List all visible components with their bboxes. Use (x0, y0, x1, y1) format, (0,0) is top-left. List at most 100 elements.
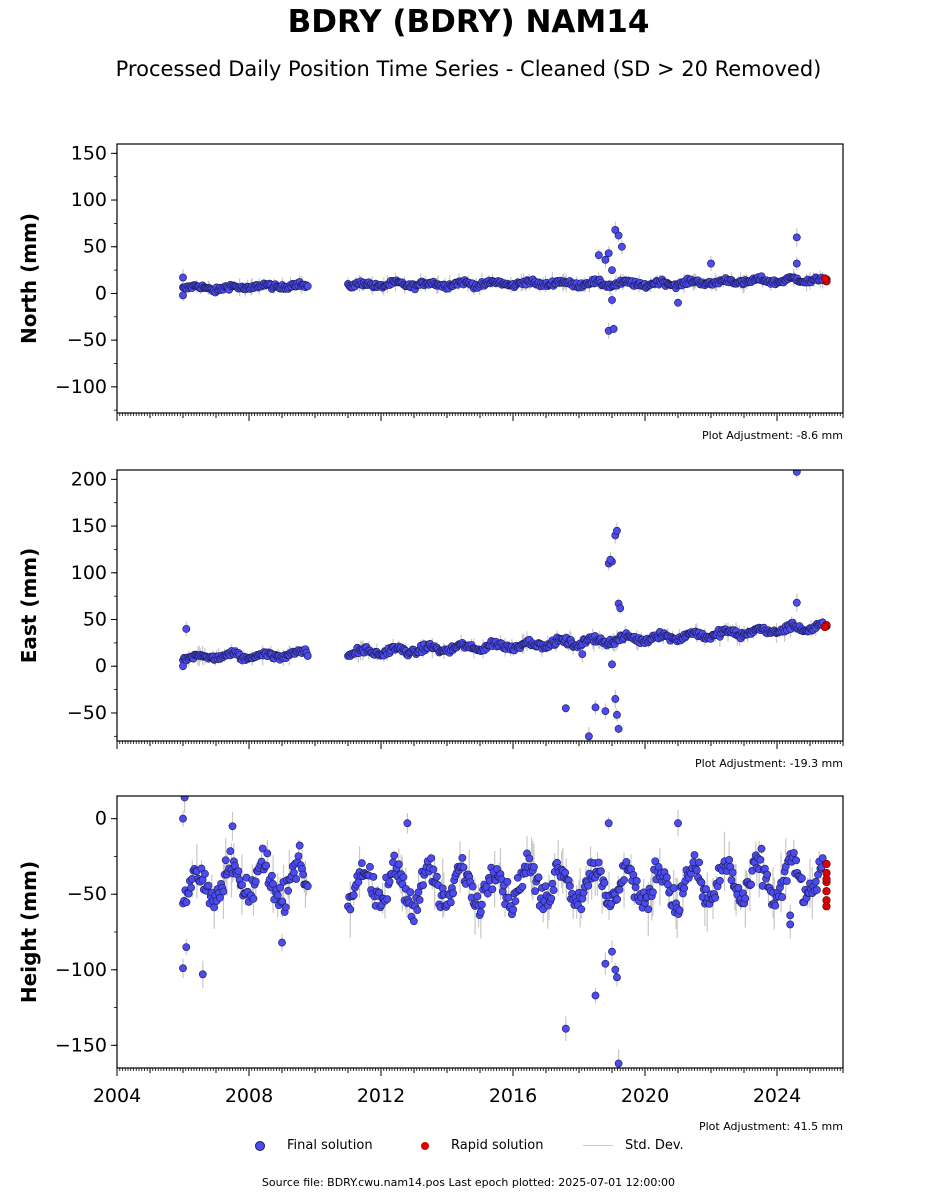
y-tick-label: −50 (67, 883, 107, 905)
final-point (813, 885, 821, 894)
rapid-points (820, 274, 831, 286)
final-point (518, 882, 527, 891)
final-point (613, 895, 622, 904)
final-point (547, 894, 556, 903)
final-point (409, 917, 418, 926)
final-point (798, 874, 806, 883)
outlier-point (179, 662, 187, 671)
final-point (413, 906, 422, 914)
final-point (620, 876, 628, 884)
final-point (534, 873, 543, 882)
final-point (756, 855, 765, 864)
final-point (783, 877, 791, 885)
x-tick-label: 2016 (489, 1085, 537, 1107)
outlier-point (792, 233, 801, 242)
final-point (478, 900, 486, 909)
final-point (449, 889, 458, 898)
rapid-points (820, 621, 831, 632)
final-point (577, 905, 586, 914)
outlier-point (611, 695, 620, 703)
final-point (680, 884, 689, 893)
final-point (509, 905, 518, 914)
final-point (187, 883, 195, 892)
outlier-point (674, 298, 682, 307)
final-points (179, 226, 827, 335)
final-point (394, 860, 403, 869)
final-point (818, 854, 827, 863)
y-tick-label: −50 (67, 702, 107, 724)
outlier-point (604, 819, 613, 828)
final-point (690, 851, 699, 859)
outlier-point (180, 796, 189, 802)
outlier-point (182, 943, 191, 952)
final-point (695, 858, 704, 867)
final-point (182, 898, 191, 907)
outlier-point (792, 598, 801, 607)
outlier-point (608, 266, 616, 274)
x-tick-label: 2008 (225, 1085, 273, 1107)
final-point (210, 903, 219, 912)
final-point (811, 877, 820, 886)
final-point (281, 903, 290, 912)
y-tick-label: 50 (83, 236, 107, 258)
outlier-point (608, 296, 616, 304)
final-point (757, 844, 766, 853)
y-axis-label: East (mm) (17, 548, 41, 664)
final-point (629, 870, 638, 879)
y-tick-label: −100 (55, 376, 107, 398)
final-point (433, 872, 441, 881)
final-point (419, 881, 427, 890)
final-point (747, 880, 755, 889)
final-point (349, 891, 358, 900)
plot-adjustment-label: Plot Adjustment: 41.5 mm (699, 1120, 843, 1133)
final-point (600, 878, 609, 887)
outlier-point (792, 259, 801, 268)
outlier-point (618, 242, 626, 251)
final-point (789, 848, 798, 857)
rapid-points (822, 859, 831, 911)
final-point (375, 888, 384, 897)
final-point (692, 866, 701, 875)
std-dev-bars (182, 796, 824, 1068)
final-point (303, 652, 312, 660)
final-point (631, 883, 640, 892)
outlier-point (578, 650, 587, 658)
final-point (303, 882, 312, 891)
final-point (511, 897, 520, 906)
final-point (530, 863, 538, 871)
outlier-point (614, 724, 623, 733)
outlier-point (613, 526, 621, 535)
legend-std-label: Std. Dev. (625, 1138, 684, 1153)
final-point (399, 873, 408, 882)
outlier-point (278, 938, 286, 947)
rapid-point (822, 859, 831, 869)
final-point (468, 882, 477, 891)
final-point (383, 895, 392, 904)
source-footer: Source file: BDRY.cwu.nam14.pos Last epo… (261, 1176, 676, 1189)
outlier-point (786, 911, 795, 920)
outlier-point (179, 291, 187, 300)
final-point (390, 851, 399, 860)
y-tick-label: −150 (55, 1034, 107, 1056)
legend-final-label: Final solution (287, 1138, 373, 1153)
outlier-point (601, 255, 610, 264)
east-panel: 200 150 100 50 0 −50 East (mm) Plot Adjustment:… (17, 468, 844, 770)
outlier-point (613, 973, 621, 982)
final-point (473, 892, 482, 901)
final-point (268, 871, 276, 880)
final-point (702, 885, 710, 893)
final-point (357, 859, 366, 868)
outlier-point (179, 814, 187, 823)
rapid-point (822, 887, 831, 896)
final-point (561, 868, 570, 877)
outlier-point (606, 555, 615, 564)
outlier-point (707, 259, 715, 268)
final-point (303, 282, 312, 291)
final-point (531, 887, 540, 895)
legend-final: Final solution (255, 1138, 373, 1153)
final-point (234, 867, 243, 876)
outlier-point (786, 920, 795, 929)
outlier-point (182, 624, 191, 633)
height-panel: 0 −50 −100 −150 2004 2008 2012 2016 2020 2024 Heig… (17, 795, 844, 1133)
